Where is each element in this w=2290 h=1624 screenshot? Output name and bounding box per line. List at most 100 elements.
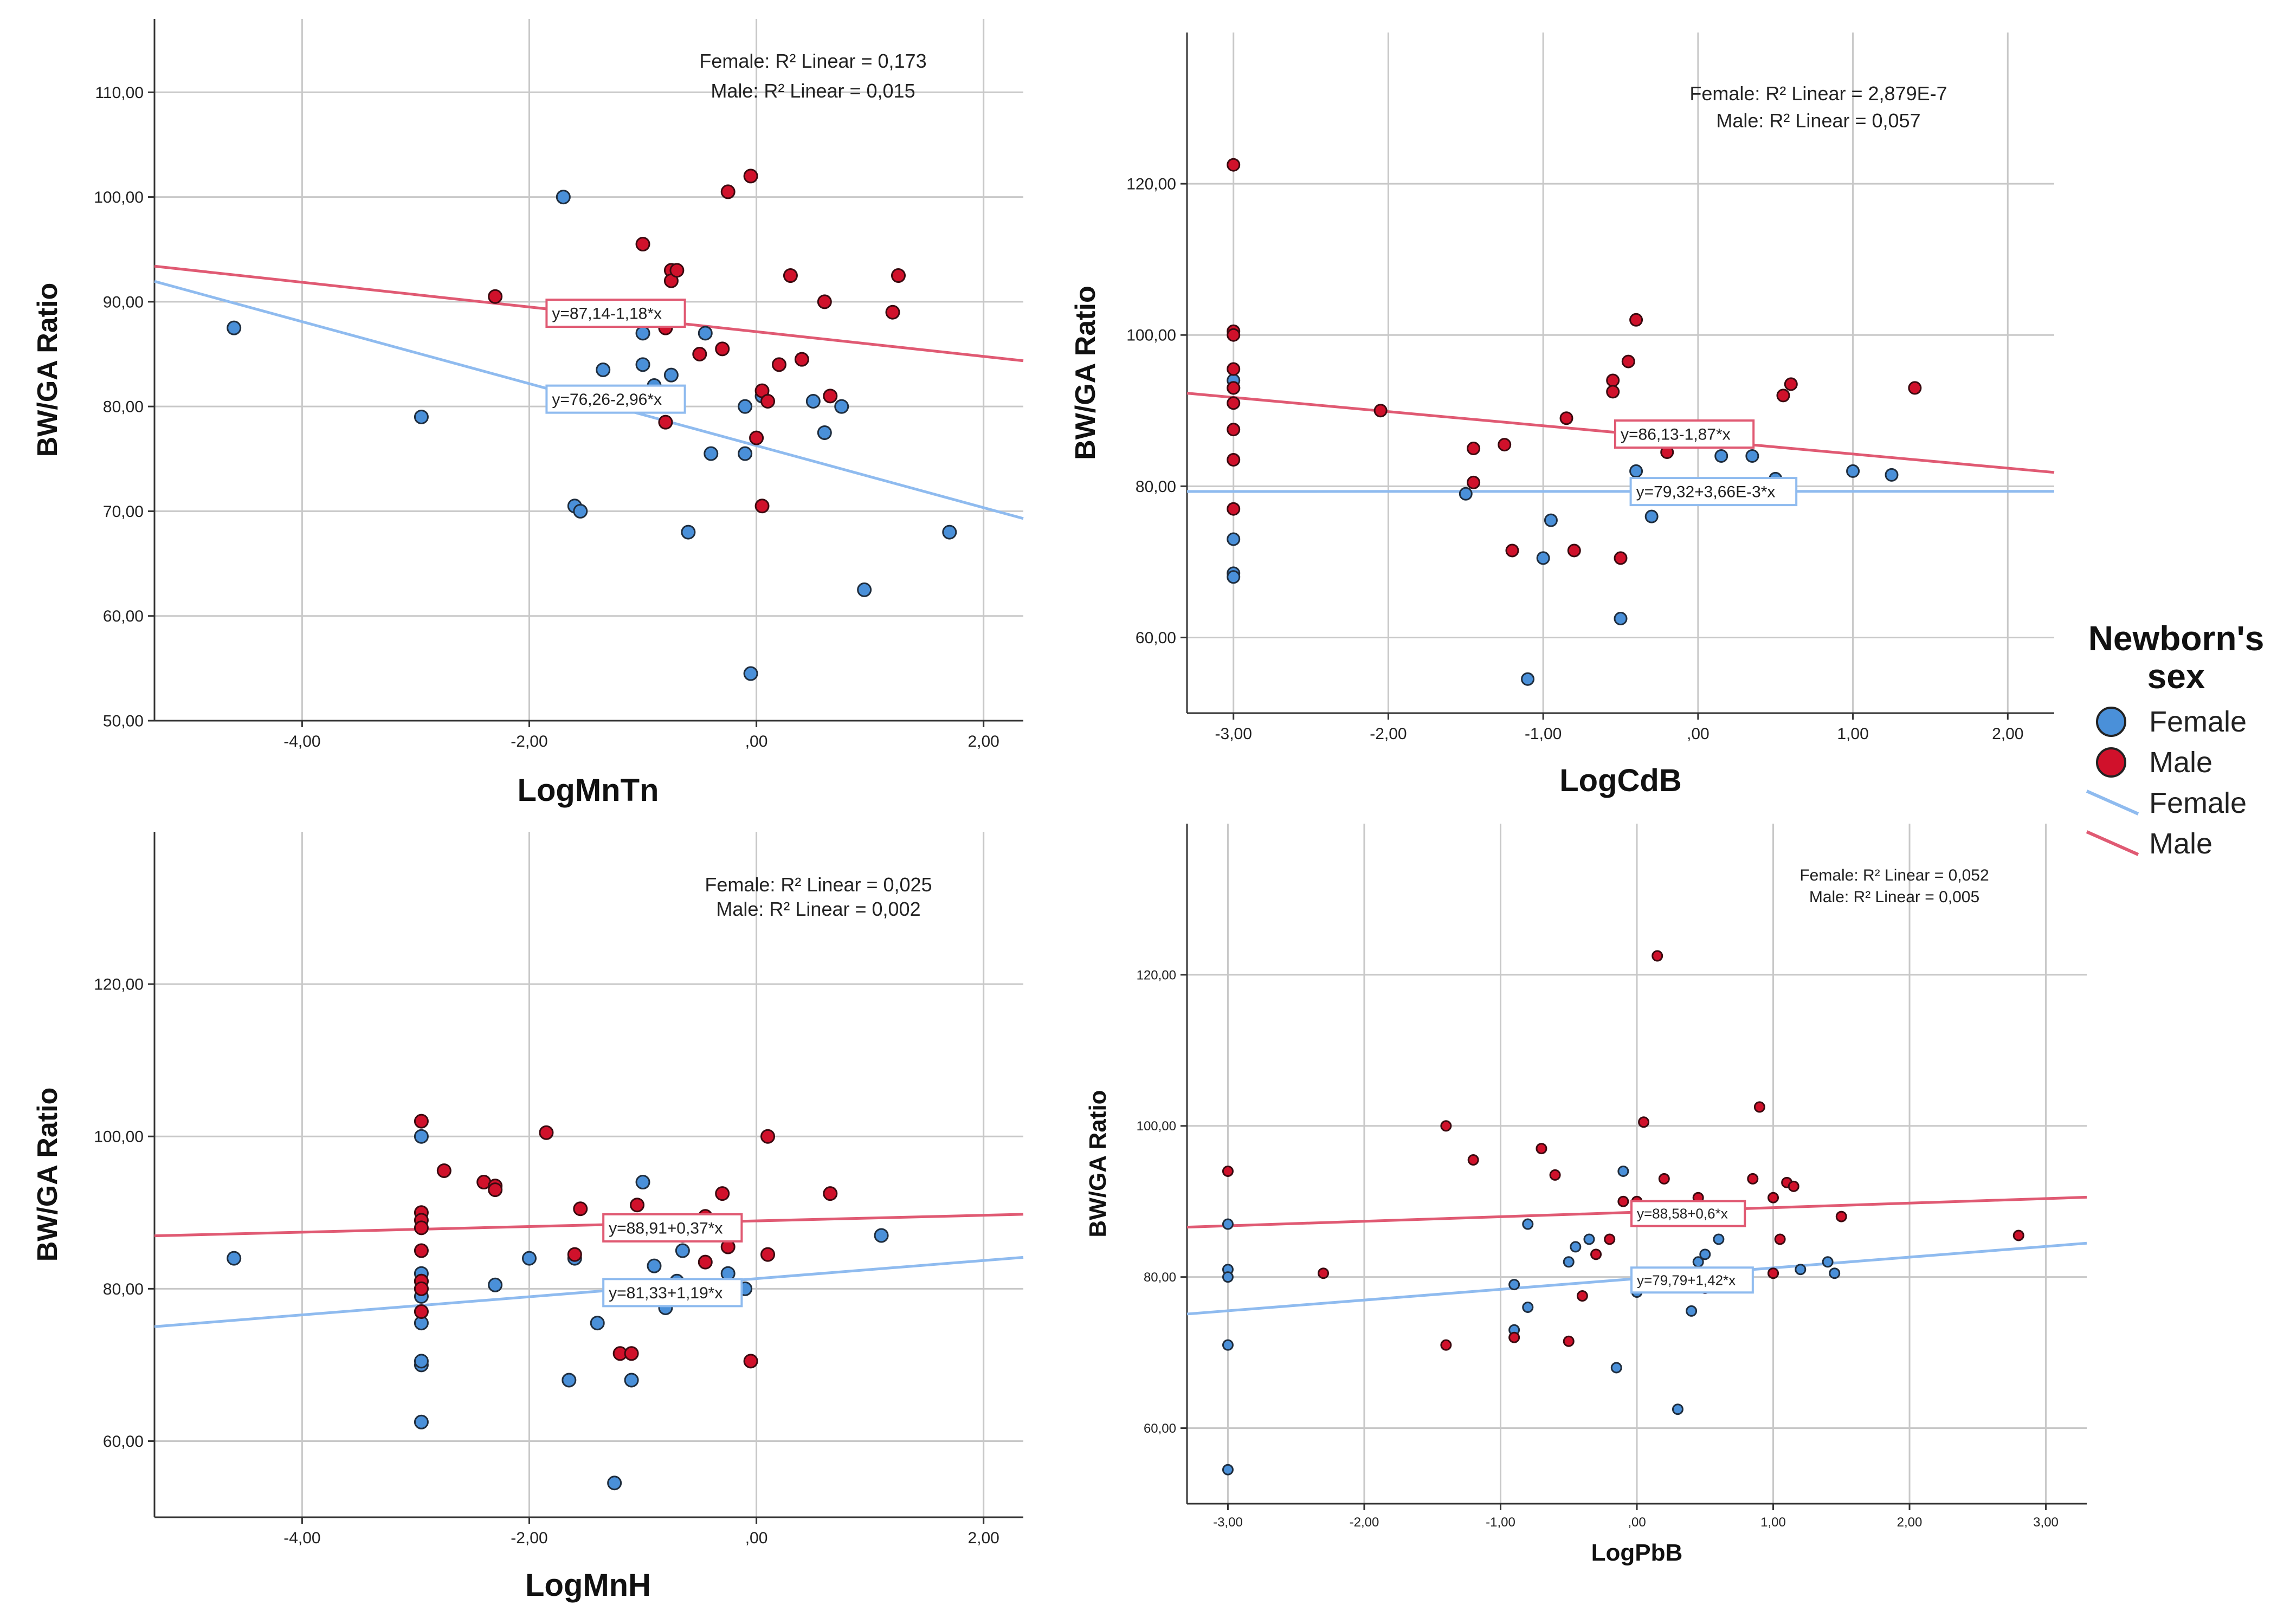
x-tick-label: ,00 xyxy=(745,1529,768,1547)
female-point xyxy=(521,1251,537,1266)
female-point xyxy=(414,1129,429,1144)
y-tick-label: 60,00 xyxy=(103,607,144,625)
male-point xyxy=(1629,313,1643,327)
male-point xyxy=(2012,1230,2024,1241)
y-tick-label: 90,00 xyxy=(103,293,144,311)
y-tick-label: 120,00 xyxy=(94,976,144,994)
female-point xyxy=(738,446,753,461)
legend-label: Female xyxy=(2149,706,2247,738)
male-fit-line xyxy=(154,1213,1024,1238)
x-tick-label: 2,00 xyxy=(967,733,999,750)
female-point xyxy=(1521,672,1535,686)
female-point xyxy=(1222,1339,1234,1351)
y-tick-label: 120,00 xyxy=(1126,176,1176,193)
y-tick-label: 100,00 xyxy=(1137,1119,1176,1134)
y-tick-label: 100,00 xyxy=(94,189,144,206)
charts-layer: -4,00 -2,00 ,00 2,00 50,00 60,00 70,00 80,00 90,… xyxy=(32,19,2087,1603)
y-axis-title: BW/GA Ratio xyxy=(1070,286,1101,460)
female-point xyxy=(1544,513,1558,527)
legend-male-line xyxy=(2086,830,2139,856)
male-point xyxy=(1227,328,1241,342)
female-point xyxy=(607,1476,622,1491)
female-point xyxy=(1714,449,1728,463)
female-point xyxy=(681,525,696,540)
male-point xyxy=(1505,544,1519,558)
male-equation-box xyxy=(1630,1200,1746,1227)
female-point xyxy=(573,503,588,519)
female-point xyxy=(635,1175,650,1190)
legend-female-marker xyxy=(2096,707,2126,737)
male-point xyxy=(1227,362,1241,376)
male-equation-box xyxy=(602,1213,743,1243)
female-point xyxy=(1563,1256,1575,1268)
male-point xyxy=(573,1201,588,1217)
female-point xyxy=(227,320,242,335)
female-point xyxy=(1227,570,1241,584)
male-point xyxy=(1835,1211,1847,1222)
male-point xyxy=(658,415,673,430)
female-point xyxy=(1583,1233,1595,1245)
x-axis-title: LogPbB xyxy=(1591,1539,1683,1566)
y-axis-title: BW/GA Ratio xyxy=(32,283,63,457)
female-point xyxy=(698,326,713,341)
male-point xyxy=(1559,411,1573,425)
x-tick-label: ,00 xyxy=(1687,725,1710,743)
y-tick-label: 60,00 xyxy=(1144,1421,1176,1436)
female-point xyxy=(817,425,832,440)
male-point xyxy=(1227,502,1241,516)
y-tick-label: 80,00 xyxy=(1144,1270,1176,1285)
female-point xyxy=(414,409,429,424)
female-point xyxy=(1629,464,1643,478)
male-r2-annotation: Male: R² Linear = 0,015 xyxy=(711,80,915,102)
y-tick-label: 100,00 xyxy=(94,1128,144,1146)
female-point xyxy=(635,326,650,341)
female-point xyxy=(556,190,571,205)
male-point xyxy=(1227,158,1241,172)
male-point xyxy=(1776,389,1790,403)
legend-label: Male xyxy=(2149,746,2212,779)
female-r2-annotation: Female: R² Linear = 0,025 xyxy=(705,874,932,896)
female-point xyxy=(1745,449,1759,463)
male-point xyxy=(567,1247,582,1262)
y-tick-label: 80,00 xyxy=(103,398,144,416)
female-point xyxy=(1222,1464,1234,1476)
male-point xyxy=(669,263,685,278)
y-axis-title: BW/GA Ratio xyxy=(32,1088,63,1262)
y-tick-label: 70,00 xyxy=(103,503,144,521)
male-point xyxy=(1658,1173,1670,1185)
female-fit-line xyxy=(154,1256,1024,1328)
female-point xyxy=(1617,1165,1629,1177)
y-axis-title: BW/GA Ratio xyxy=(1085,1090,1111,1237)
legend-label: Male xyxy=(2149,827,2212,860)
male-point xyxy=(436,1163,451,1178)
male-point xyxy=(1227,396,1241,410)
female-point xyxy=(1829,1267,1841,1279)
male-point xyxy=(749,430,764,445)
x-tick-label: ,00 xyxy=(1628,1515,1646,1530)
legend-female-line xyxy=(2086,790,2139,816)
female-r2-annotation: Female: R² Linear = 2,879E-7 xyxy=(1689,82,1947,105)
male-point xyxy=(1227,381,1241,395)
male-equation: y=87,14-1,18*x xyxy=(552,305,662,323)
legend-title: sex xyxy=(2147,657,2205,696)
male-point xyxy=(624,1346,639,1361)
x-tick-label: 1,00 xyxy=(1837,725,1868,743)
male-point xyxy=(414,1304,429,1319)
male-point xyxy=(1508,1331,1520,1343)
male-equation: y=86,13-1,87*x xyxy=(1621,426,1731,444)
male-point xyxy=(1536,1143,1547,1155)
female-point xyxy=(1713,1233,1725,1245)
x-axis-title: LogMnTn xyxy=(518,773,659,808)
y-tick-label: 80,00 xyxy=(103,1280,144,1298)
female-r2-annotation: Female: R² Linear = 0,052 xyxy=(1799,866,1989,884)
male-point xyxy=(1908,381,1922,395)
male-point xyxy=(1604,1233,1616,1245)
male-point xyxy=(1753,1101,1765,1113)
male-point xyxy=(1227,423,1241,437)
female-equation: y=76,26-2,96*x xyxy=(552,391,662,409)
male-point xyxy=(760,1129,776,1144)
male-point xyxy=(1563,1335,1575,1347)
male-point xyxy=(1606,373,1620,387)
